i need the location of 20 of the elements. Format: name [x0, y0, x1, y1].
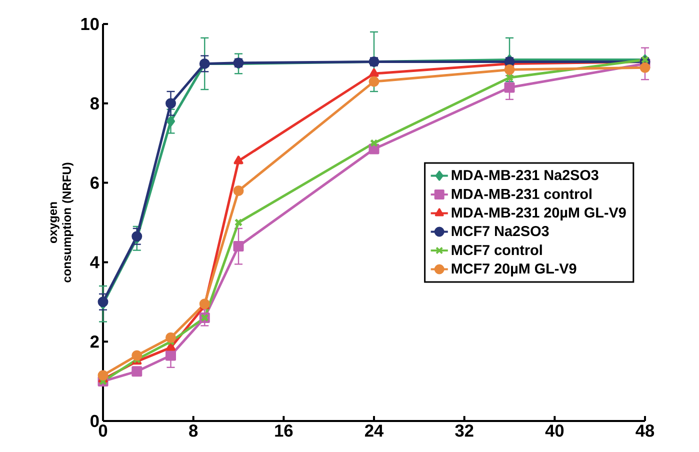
legend-label: MCF7 Na2SO3 [452, 226, 549, 236]
x-tick-label: 24 [364, 424, 384, 437]
x-tick-label: 32 [455, 424, 474, 437]
y-tick-label: 2 [90, 336, 99, 348]
x-tick-label: 40 [545, 424, 564, 437]
y-tick-label: 4 [90, 256, 100, 268]
y-tick-label: 8 [90, 97, 99, 110]
y-tick-label: 0 [90, 414, 99, 428]
y-axis-title: oxygen consumption (NRFU) [50, 162, 74, 282]
y-tick-label: 10 [81, 18, 99, 30]
legend-label: MDA-MB-231 control [452, 188, 592, 200]
legend-label: MCF7 control [452, 244, 542, 256]
legend-label: MDA-MB-231 Na2SO3 [452, 170, 598, 180]
x-tick-label: 16 [275, 424, 293, 437]
x-tick-label: 8 [189, 424, 198, 437]
legend-label: MDA-MB-231 20µM GL-V9 [452, 207, 626, 220]
legend-label: MCF7 20µM GL-V9 [452, 263, 576, 277]
x-tick-label: 0 [98, 424, 108, 437]
x-tick-label: 48 [636, 424, 654, 437]
y-tick-label: 6 [90, 176, 99, 189]
